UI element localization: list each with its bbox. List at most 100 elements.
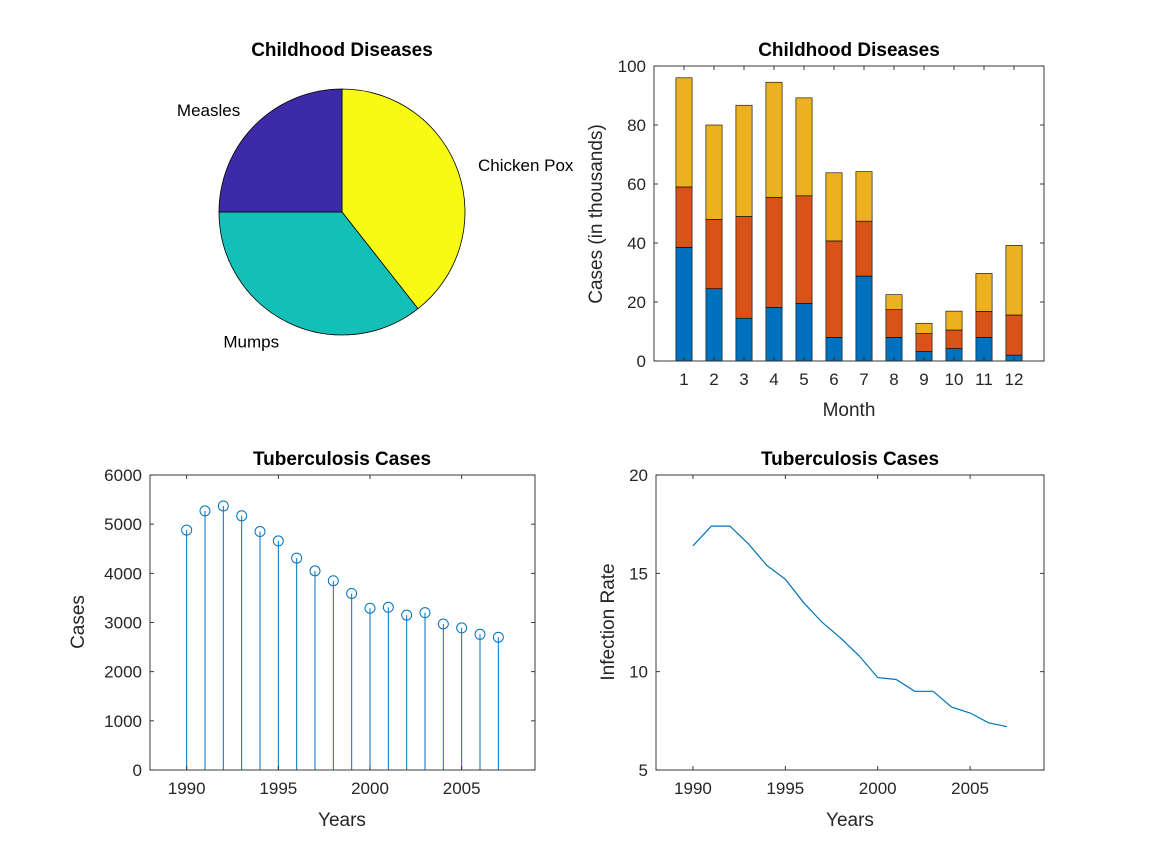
line-chart-ytick-label: 10 — [629, 663, 648, 682]
infection-rate-line — [692, 525, 1008, 728]
line-chart-ylabel: Infection Rate — [598, 563, 619, 680]
line-chart-axes-box — [655, 474, 1045, 771]
stem-marker — [309, 565, 321, 577]
stem-chart-ytick-label: 0 — [133, 761, 142, 780]
bar-segment — [825, 240, 843, 338]
bar-chart-xtick-label: 5 — [799, 370, 808, 389]
bar-chart-ytick-label: 100 — [618, 57, 646, 76]
bar-chart-xtick-label: 3 — [739, 370, 748, 389]
bar-segment — [915, 322, 933, 334]
line-chart-plot-area — [656, 475, 1044, 770]
stem-chart-title: Tuberculosis Cases — [253, 449, 431, 470]
pie-chart-panel: Chicken Pox Mumps Measles Childhood Diseas… — [177, 40, 574, 351]
bar-segment — [855, 171, 873, 222]
pie-label-mumps: Mumps — [223, 332, 279, 351]
stem-chart-ytick-label: 4000 — [104, 564, 142, 583]
bar-chart-xtick-label: 7 — [859, 370, 868, 389]
bar-segment — [675, 247, 693, 362]
bar-chart-ytick-label: 0 — [637, 352, 646, 371]
bar-chart-xtick-label: 10 — [945, 370, 964, 389]
bar-chart-xtick-label: 11 — [975, 370, 993, 389]
line-chart-xtick-label: 1995 — [766, 779, 804, 798]
pie-slice-chicken-pox — [341, 88, 466, 310]
pie-slices — [218, 88, 466, 336]
bar-segment — [705, 124, 723, 220]
stem-marker — [492, 631, 504, 643]
bar-segment — [945, 329, 963, 349]
pie-label-chicken-pox: Chicken Pox — [478, 156, 574, 175]
bar-chart-xtick-label: 12 — [1005, 370, 1024, 389]
bar-chart-xtick-label: 2 — [709, 370, 718, 389]
stem-chart-ylabel: Cases — [68, 595, 89, 649]
line-chart-series — [692, 525, 1008, 728]
stem-marker — [364, 602, 376, 614]
bar-segment — [735, 216, 753, 319]
stem-chart-plot-area — [150, 475, 535, 770]
line-chart-title: Tuberculosis Cases — [761, 449, 939, 470]
bar-segment — [675, 77, 693, 188]
stem-chart-ytick-label: 6000 — [104, 466, 142, 485]
bar-segment — [855, 220, 873, 277]
stem-marker — [346, 587, 358, 599]
stem-marker — [217, 500, 229, 512]
bar-chart-title: Childhood Diseases — [758, 40, 940, 61]
stem-marker — [419, 607, 431, 619]
bar-segment — [765, 307, 783, 362]
bar-chart-xtick-label: 1 — [679, 370, 688, 389]
stem-chart-panel: 1990 1995 2000 2005 0 1000 2000 3000 4000 5000 600… — [68, 449, 536, 831]
bar-chart-xtick-label: 9 — [919, 370, 928, 389]
pie-slice-mumps — [218, 211, 419, 336]
stem-marker — [401, 609, 413, 621]
bar-segment — [915, 333, 933, 352]
bar-segment — [1005, 314, 1023, 356]
bar-segment — [795, 303, 813, 362]
stem-chart-ytick-label: 2000 — [104, 663, 142, 682]
bar-chart-xtick-label: 4 — [769, 370, 778, 389]
stem-chart-xlabel: Years — [318, 810, 366, 831]
stem-marker — [437, 618, 449, 630]
bar-segment — [705, 219, 723, 290]
pie-chart-title: Childhood Diseases — [251, 40, 433, 61]
stem-chart-ytick-label: 5000 — [104, 515, 142, 534]
pie-labels: Chicken Pox Mumps Measles — [177, 101, 574, 351]
stem-marker — [254, 526, 266, 538]
bar-segment — [765, 196, 783, 308]
bar-segment — [1005, 245, 1023, 316]
bar-segment — [975, 311, 993, 338]
stem-chart-xtick-label: 2005 — [443, 779, 481, 798]
bar-segment — [855, 275, 873, 362]
bar-segment — [795, 195, 813, 304]
bar-segment — [765, 81, 783, 198]
bar-segment — [795, 97, 813, 197]
bar-segment — [885, 294, 903, 310]
bar-chart-ytick-label: 80 — [627, 116, 646, 135]
bar-chart-xlabel: Month — [823, 400, 876, 421]
stem-marker — [181, 524, 193, 536]
stem-chart-xtick-label: 1995 — [259, 779, 297, 798]
bar-chart-ytick-label: 60 — [627, 175, 646, 194]
bar-segment — [825, 172, 843, 242]
stem-marker — [327, 575, 339, 587]
bar-segment — [885, 309, 903, 338]
bar-chart-ytick-label: 20 — [627, 293, 646, 312]
bar-segment — [705, 288, 723, 362]
stem-marker — [456, 622, 468, 634]
stem-chart-xtick-label: 2000 — [351, 779, 389, 798]
bar-chart-bars — [675, 77, 1023, 362]
bar-chart-xtick-label: 8 — [889, 370, 898, 389]
bar-chart-ylabel: Cases (in thousands) — [586, 124, 607, 304]
line-chart-ytick-label: 15 — [629, 564, 648, 583]
stem-marker — [291, 552, 303, 564]
bar-segment — [735, 317, 753, 362]
line-chart-ytick-label: 20 — [629, 466, 648, 485]
stem-marker — [272, 535, 284, 547]
bar-segment — [735, 104, 753, 217]
stem-chart-axes: 1990 1995 2000 2005 0 1000 2000 3000 4000 5000 600… — [104, 466, 536, 798]
line-chart-axes: 1990 1995 2000 2005 5 10 15 20 — [629, 466, 1045, 798]
bar-segment — [945, 310, 963, 331]
stem-chart-ytick-label: 1000 — [104, 712, 142, 731]
line-chart-panel: 1990 1995 2000 2005 5 10 15 20 Tuberculosis Cas… — [598, 449, 1045, 831]
